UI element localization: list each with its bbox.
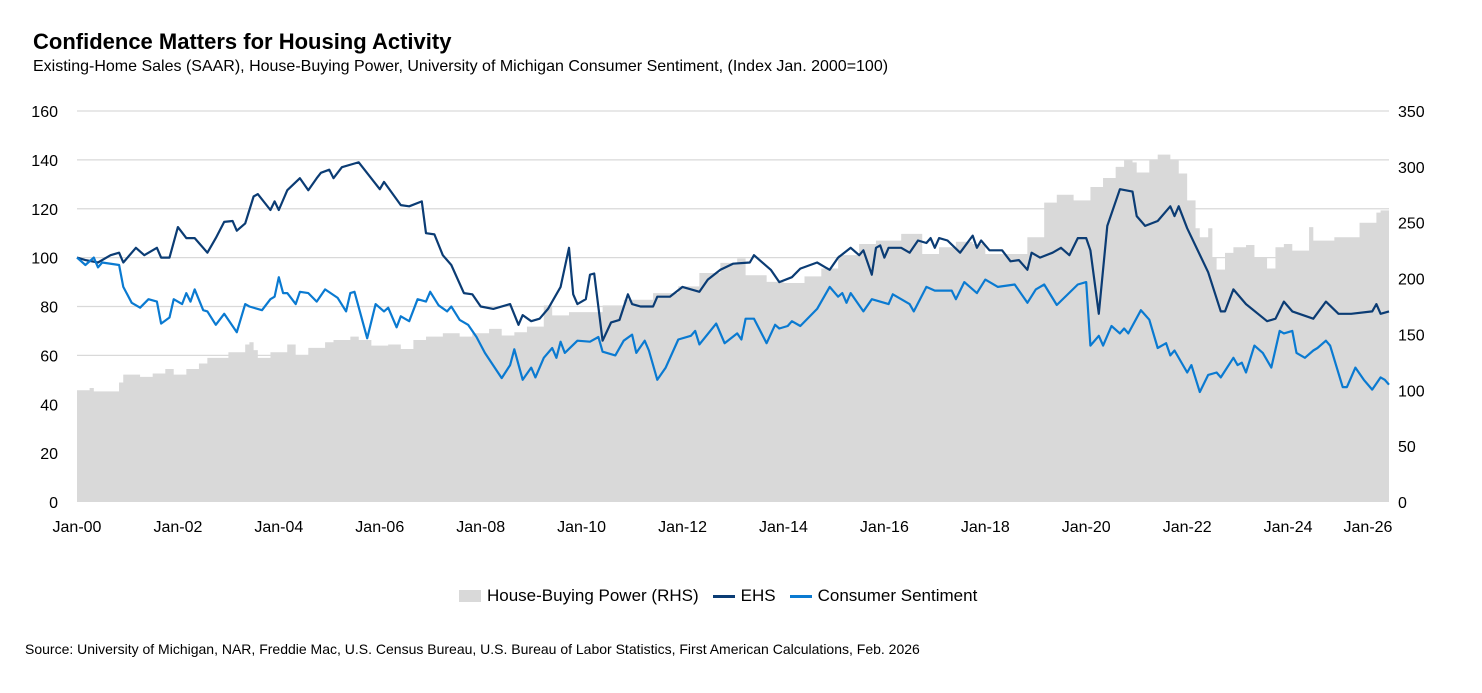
y-left-tick-label: 40 [40, 397, 58, 414]
chart-title: Confidence Matters for Housing Activity [33, 29, 452, 54]
x-tick-label: Jan-24 [1264, 519, 1313, 536]
hbp-area-group [77, 154, 1389, 502]
x-tick-label: Jan-16 [860, 519, 909, 536]
y-right-tick-label: 150 [1398, 327, 1425, 344]
ehs-line [76, 161, 1390, 342]
x-tick-label: Jan-12 [658, 519, 707, 536]
legend-label-hbp: House-Buying Power (RHS) [487, 586, 699, 605]
x-tick-label: Jan-10 [557, 519, 606, 536]
y-left-tick-label: 80 [40, 300, 58, 317]
legend-label-sentiment: Consumer Sentiment [817, 586, 978, 605]
x-tick-label: Jan-02 [153, 519, 202, 536]
y-left-tick-label: 0 [49, 495, 58, 512]
legend: House-Buying Power (RHS) EHS Consumer Se… [459, 586, 991, 606]
x-tick-label: Jan-00 [53, 519, 102, 536]
x-tick-label: Jan-20 [1062, 519, 1111, 536]
y-right-tick-label: 250 [1398, 216, 1425, 233]
legend-item-sentiment: Consumer Sentiment [789, 586, 978, 606]
y-right-tick-label: 200 [1398, 272, 1425, 289]
source-note: Source: University of Michigan, NAR, Fre… [25, 641, 920, 657]
x-tick-label: Jan-14 [759, 519, 808, 536]
y-left-tick-label: 160 [31, 104, 58, 121]
y-left-tick-label: 140 [31, 153, 58, 170]
x-tick-label: Jan-26 [1344, 519, 1393, 536]
legend-item-ehs: EHS [712, 586, 776, 606]
y-left-tick-label: 20 [40, 446, 58, 463]
y-right-tick-label: 300 [1398, 160, 1425, 177]
hbp-area [77, 154, 1389, 502]
legend-swatch-sentiment [789, 594, 812, 598]
legend-swatch-ehs [712, 594, 735, 598]
consumer-sentiment-line [76, 256, 1390, 394]
axis-ticks: 0 20 40 60 80 100 120 140 160 0 50 100 150 200 250 300 3… [31, 104, 1425, 536]
y-right-tick-label: 0 [1398, 495, 1407, 512]
legend-swatch-hbp [459, 590, 481, 602]
chart-subtitle: Existing-Home Sales (SAAR), House-Buying… [33, 58, 889, 75]
x-tick-label: Jan-04 [254, 519, 303, 536]
x-tick-label: Jan-22 [1163, 519, 1212, 536]
y-right-tick-label: 350 [1398, 104, 1425, 121]
y-right-tick-label: 100 [1398, 383, 1425, 400]
y-right-tick-label: 50 [1398, 439, 1416, 456]
y-left-tick-label: 100 [31, 251, 58, 268]
x-tick-label: Jan-08 [456, 519, 505, 536]
legend-item-hbp: House-Buying Power (RHS) [459, 586, 699, 606]
x-tick-label: Jan-06 [355, 519, 404, 536]
y-left-tick-label: 120 [31, 202, 58, 219]
legend-label-ehs: EHS [740, 586, 776, 605]
x-tick-label: Jan-18 [961, 519, 1010, 536]
line-series-group [76, 161, 1390, 394]
y-left-tick-label: 60 [40, 348, 58, 365]
